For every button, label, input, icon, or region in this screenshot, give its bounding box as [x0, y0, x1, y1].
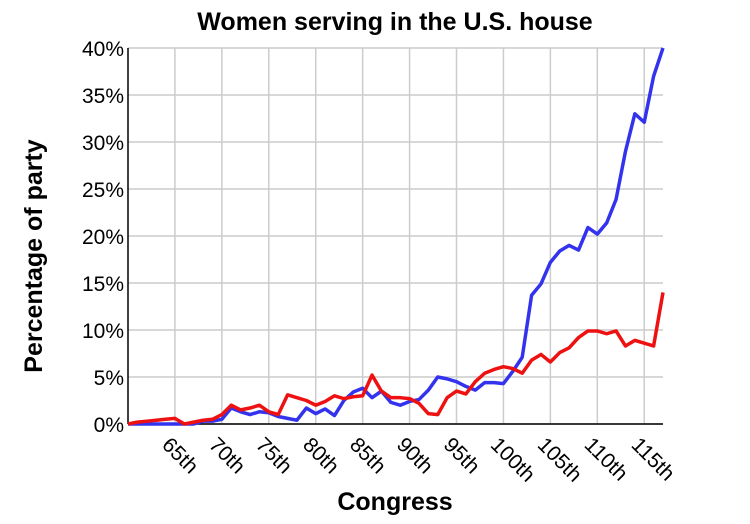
y-tick-label: 10%: [82, 320, 124, 343]
x-tick-label: 85th: [345, 433, 390, 478]
y-tick-label: 5%: [94, 367, 124, 390]
x-tick-label: 75th: [251, 433, 296, 478]
y-tick-label: 40%: [82, 38, 124, 61]
y-tick-label: 35%: [82, 85, 124, 108]
x-tick-label: 70th: [204, 433, 249, 478]
x-tick-label: 80th: [298, 433, 343, 478]
data-line: [128, 47, 665, 426]
x-tick-label: 100th: [486, 433, 539, 486]
x-tick-label: 90th: [392, 433, 437, 478]
y-tick-label: 20%: [82, 226, 124, 249]
y-tick-label: 25%: [82, 179, 124, 202]
x-tick-label: 105th: [533, 433, 586, 486]
x-tick-label: 65th: [157, 433, 202, 478]
x-axis-label: Congress: [337, 488, 452, 516]
x-tick-label: 110th: [580, 433, 632, 485]
y-axis-label: Percentage of party: [20, 139, 48, 373]
y-tick-label: 30%: [82, 132, 124, 155]
chart-title: Women serving in the U.S. house: [197, 8, 593, 36]
x-tick-label: 115th: [627, 433, 679, 485]
x-tick-label: 95th: [439, 433, 484, 478]
y-tick-label: 15%: [82, 273, 124, 296]
y-tick-label: 0%: [94, 414, 124, 437]
data-line: [127, 292, 665, 426]
